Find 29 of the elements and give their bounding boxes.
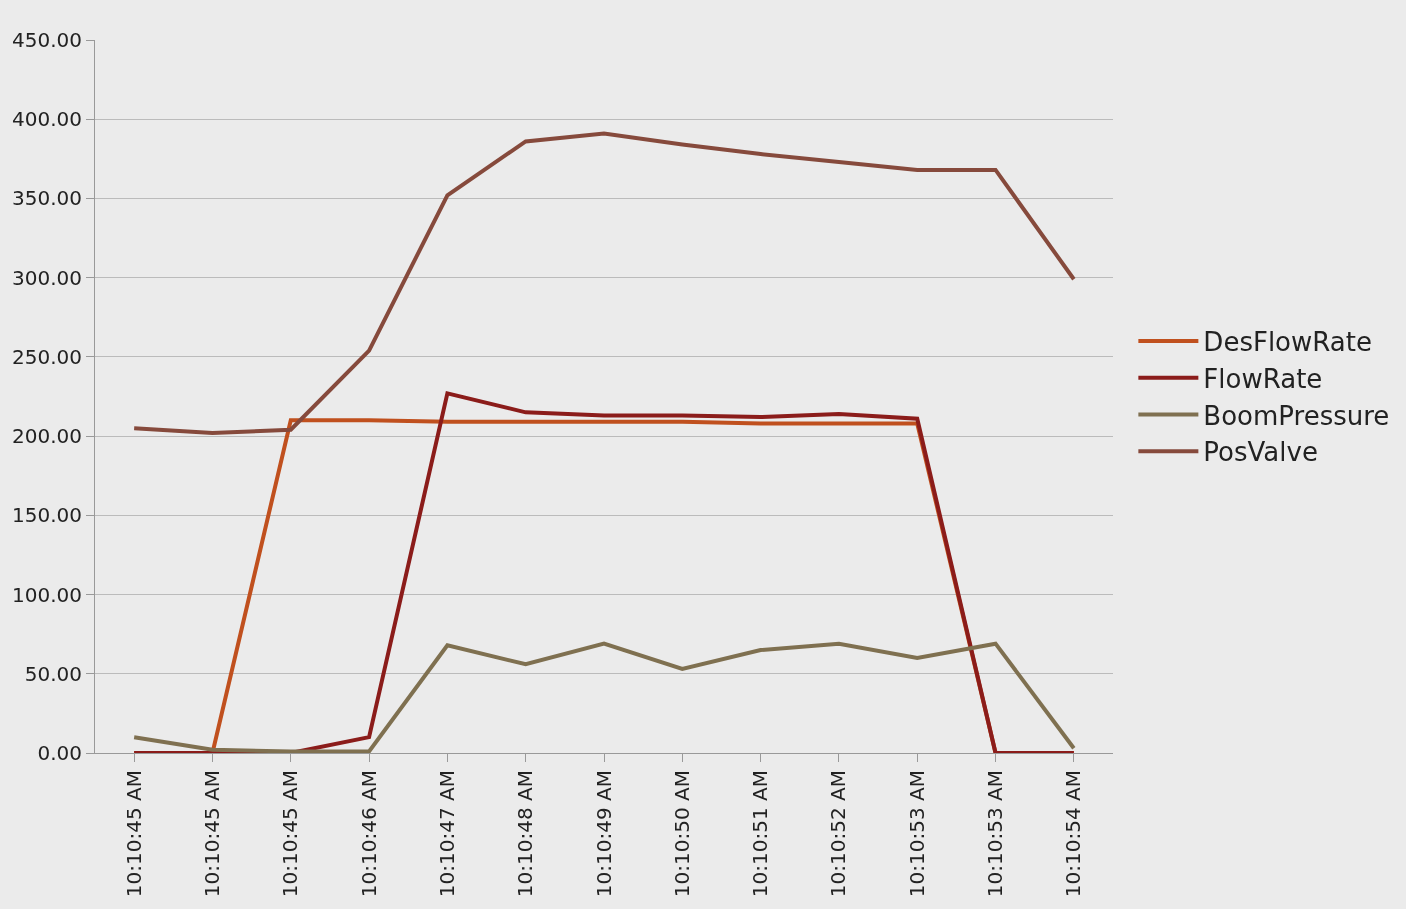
y-tick-label: 400.00 [12, 107, 82, 132]
y-tick-label: 100.00 [12, 582, 82, 607]
x-tick-label: 10:10:54 AM [1061, 770, 1086, 898]
y-tick-label: 0.00 [37, 741, 82, 765]
x-tick-label: 10:10:45 AM [121, 770, 146, 898]
legend-label: DesFlowRate [1203, 327, 1372, 358]
legend-label: BoomPressure [1203, 400, 1390, 431]
legend-label: FlowRate [1203, 363, 1323, 394]
line-series [132, 131, 1076, 435]
legend-label: PosValve [1203, 437, 1318, 468]
x-tick-label: 10:10:47 AM [434, 770, 459, 898]
x-tick-label: 10:10:48 AM [513, 770, 538, 898]
y-tick-label: 350.00 [12, 186, 82, 211]
x-tick-label: 10:10:46 AM [356, 770, 381, 898]
x-tick-label: 10:10:52 AM [826, 770, 851, 898]
y-tick-label: 50.00 [24, 661, 82, 686]
x-tick-label: 10:10:53 AM [904, 770, 929, 898]
line-series [132, 641, 1076, 753]
x-tick-label: 10:10:53 AM [983, 770, 1008, 898]
x-tick-label: 10:10:45 AM [199, 770, 224, 898]
x-tick-label: 10:10:49 AM [591, 770, 616, 898]
y-tick-label: 450.00 [12, 28, 82, 52]
x-tick-label: 10:10:45 AM [278, 770, 303, 898]
y-tick-label: 150.00 [12, 503, 82, 528]
y-tick-label: 300.00 [12, 265, 82, 290]
x-tick-label: 10:10:50 AM [669, 770, 694, 898]
y-tick-label: 250.00 [12, 344, 82, 369]
y-tick-label: 200.00 [12, 424, 82, 449]
x-tick-label: 10:10:51 AM [748, 770, 773, 898]
